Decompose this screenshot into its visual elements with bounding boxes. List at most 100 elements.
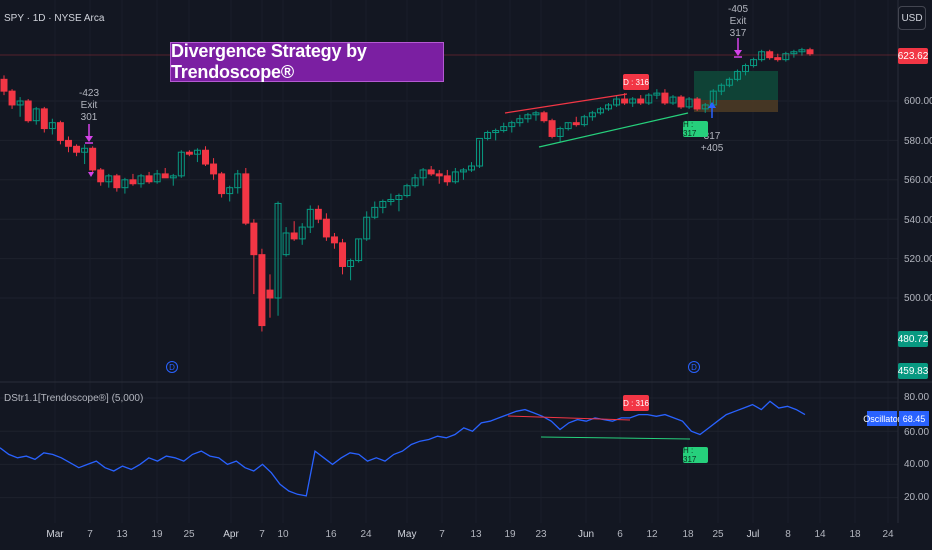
candle	[637, 95, 645, 105]
oscillator-series	[0, 400, 806, 497]
candle	[0, 75, 8, 96]
time-axis-label: 13	[470, 529, 482, 540]
candle	[242, 167, 250, 226]
osc-axis-label: 60.00	[904, 427, 930, 438]
price-axis-label: 540.00	[904, 215, 932, 226]
candle	[798, 47, 806, 56]
candle	[621, 93, 629, 105]
candle	[476, 137, 484, 168]
candle	[314, 205, 322, 224]
candle	[653, 89, 661, 100]
trade-exit-label: Exit 317	[729, 16, 747, 39]
candle	[605, 102, 612, 111]
candle	[250, 219, 258, 295]
bullish-signal-label: H : 317	[683, 120, 708, 138]
indicator-title[interactable]: DStr1.1[Trendoscope®] (5,000)	[4, 393, 144, 404]
osc-axis-label: 80.00	[904, 392, 930, 403]
candle	[177, 150, 185, 178]
time-axis-label: 24	[360, 529, 372, 540]
exit-trade-label: -405 Exit 317	[720, 4, 756, 40]
candle	[790, 49, 798, 58]
candlestick-series	[0, 47, 814, 332]
candle	[403, 183, 411, 198]
dividend-marker-icon[interactable]: D	[166, 361, 178, 373]
candle	[298, 223, 306, 245]
time-axis-label: 8	[785, 529, 791, 540]
trade-exit-label: Exit 301	[80, 100, 98, 123]
candle	[516, 114, 524, 127]
time-axis-label: 18	[682, 529, 694, 540]
candle	[782, 51, 790, 62]
candle	[742, 63, 750, 76]
time-axis-label: 10	[277, 529, 289, 540]
candle	[81, 144, 89, 165]
candle	[266, 274, 274, 318]
osc-bullish-signal-label: H : 317	[683, 446, 708, 464]
candle	[40, 106, 48, 133]
candle	[234, 169, 242, 194]
oscillator-line	[0, 400, 806, 497]
candle	[467, 162, 475, 172]
candle	[580, 114, 588, 127]
candle	[693, 97, 701, 111]
ticker-label[interactable]: SPY · 1D · NYSE Arca	[4, 13, 105, 24]
oscillator-value-tag: 68.45	[899, 411, 929, 426]
candle	[89, 146, 97, 174]
candle	[129, 173, 137, 186]
candle	[492, 128, 500, 141]
osc-axis-label: 20.00	[904, 492, 930, 503]
current-price-tag: 623.62	[898, 48, 928, 64]
time-axis-label: 12	[646, 529, 658, 540]
time-axis-label: 7	[439, 529, 445, 540]
candle	[137, 173, 145, 188]
time-axis-label: 13	[116, 529, 128, 540]
candle	[669, 95, 677, 105]
candle	[435, 169, 443, 184]
candle	[218, 171, 226, 198]
time-axis-label: 6	[617, 529, 623, 540]
dividend-marker-icon[interactable]: D	[688, 361, 700, 373]
candle	[48, 118, 56, 135]
small-exit-marker-icon	[88, 172, 94, 177]
candle	[540, 110, 548, 123]
candle	[371, 201, 379, 220]
candle	[725, 77, 733, 88]
time-axis-label: Mar	[46, 529, 64, 540]
oscillator-grid	[0, 397, 898, 499]
osc-bearish-divergence-line	[507, 415, 631, 421]
time-axis-label: May	[397, 529, 417, 540]
time-axis-label: 25	[183, 529, 195, 540]
candle	[588, 110, 596, 121]
candle	[500, 122, 508, 133]
candle	[282, 227, 290, 257]
candle	[274, 201, 282, 316]
candle	[97, 167, 105, 186]
time-axis-label: 14	[814, 529, 826, 540]
time-axis-label: Apr	[223, 529, 239, 540]
candle	[733, 69, 741, 82]
trade-pnl: +405	[700, 143, 724, 154]
candle	[153, 169, 161, 184]
oscillator-name-tag: Oscillator	[863, 411, 901, 426]
candle	[645, 93, 653, 105]
candle	[427, 166, 435, 176]
candle	[145, 171, 153, 184]
candle	[169, 173, 177, 186]
bearish-signal-label: D : 316	[623, 74, 649, 90]
candle	[355, 238, 363, 263]
price-tag-high: 480.72	[898, 331, 928, 347]
osc-axis-label: 40.00	[904, 459, 930, 470]
candle	[750, 57, 758, 68]
candle	[572, 116, 580, 127]
currency-button[interactable]: USD	[898, 6, 926, 30]
candle	[24, 99, 32, 123]
price-axis-label: 580.00	[904, 136, 932, 147]
candle	[524, 112, 532, 123]
candle	[661, 89, 669, 105]
candle	[596, 106, 604, 115]
candle	[105, 173, 113, 188]
time-axis-label: 16	[325, 529, 337, 540]
time-axis-label: 19	[151, 529, 163, 540]
candle	[210, 158, 218, 180]
